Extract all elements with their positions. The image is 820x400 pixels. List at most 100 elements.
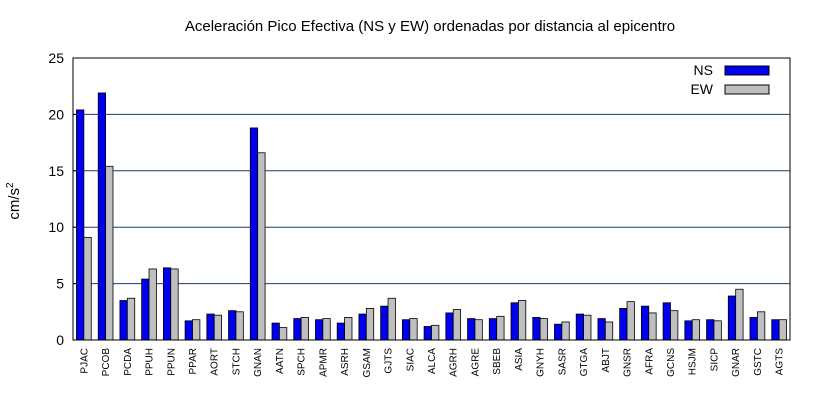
bar-ns-agrh xyxy=(445,312,454,341)
bar-ew-gnar xyxy=(735,288,744,341)
legend-swatch-ns xyxy=(724,65,770,76)
x-tick-label: GSTC xyxy=(753,348,764,376)
bar-ew-alca xyxy=(431,324,440,341)
bar-ew-ppuh xyxy=(148,268,157,341)
x-tick-label: AGRE xyxy=(470,348,481,377)
x-tick-label: ASRH xyxy=(340,348,351,376)
bar-ns-apmr xyxy=(315,319,324,341)
bar-ns-pcob xyxy=(97,92,106,341)
legend: NS EW xyxy=(690,62,770,97)
x-tick-label: PPUH xyxy=(145,348,156,376)
bar-ns-aort xyxy=(206,313,215,341)
bar-ns-pcda xyxy=(119,300,128,341)
bars xyxy=(76,92,787,341)
bar-ns-gnyh xyxy=(532,317,541,341)
bar-ew-agrh xyxy=(452,309,462,341)
x-tick-label: STCH xyxy=(231,348,242,375)
x-tick-label: ALCA xyxy=(427,348,438,374)
bar-ns-gtga xyxy=(575,313,584,341)
bar-ns-aatn xyxy=(271,322,280,341)
x-tick-label: AORT xyxy=(210,348,221,376)
bar-ns-gnsr xyxy=(619,308,628,341)
legend-label-ns: NS xyxy=(694,62,713,78)
bar-ns-siac xyxy=(401,319,411,341)
x-tick-label: SASR xyxy=(557,348,568,375)
x-tick-label: PCOB xyxy=(101,348,112,377)
bar-ew-aort xyxy=(213,314,223,341)
x-tick-label: GNSR xyxy=(623,348,634,377)
x-tick-label: AATN xyxy=(275,348,286,374)
x-tick-label: AGRH xyxy=(449,348,460,377)
bar-ns-ppar xyxy=(184,320,193,341)
x-tick-label: PCDA xyxy=(123,348,134,376)
bar-ns-spch xyxy=(293,318,302,341)
x-tick-label: HSJM xyxy=(688,348,699,375)
legend-swatch-ew xyxy=(724,84,770,95)
bar-ew-sbeb xyxy=(496,315,505,341)
bar-ns-alca xyxy=(423,326,432,341)
bar-ns-gjts xyxy=(380,305,389,341)
bar-ew-agts xyxy=(778,319,787,341)
bar-ew-hsjm xyxy=(691,319,701,341)
bar-ew-pcda xyxy=(126,297,136,341)
bar-ns-hsjm xyxy=(684,320,693,341)
bar-ew-stch xyxy=(235,311,244,341)
x-tick-labels: PJAC PCOB PCDA PPUH PPUN PPAR AORT STCH GNAN AATN… xyxy=(79,348,785,378)
x-tick-label: APMR xyxy=(318,348,329,377)
bar-ew-gtga xyxy=(583,314,592,341)
x-tick-label: SPCH xyxy=(297,348,308,376)
legend-label-ew: EW xyxy=(690,81,713,97)
bar-ns-sbeb xyxy=(488,318,498,341)
bar-ns-gnar xyxy=(727,295,737,341)
bar-ew-pcob xyxy=(105,165,114,341)
grid xyxy=(73,57,790,341)
y-axis-label: cm/s2 xyxy=(5,182,23,220)
y-axis-label-unit: cm/s xyxy=(6,188,23,220)
bar-ew-sicp xyxy=(713,320,722,341)
bar-ns-gcns xyxy=(662,302,671,341)
x-tick-label: GTGA xyxy=(579,348,590,377)
bar-ew-gcns xyxy=(670,310,679,341)
bar-ns-gnan xyxy=(249,127,259,341)
x-tick-label: GJTS xyxy=(384,348,395,374)
bar-ew-apmr xyxy=(322,318,331,341)
bar-ew-abjt xyxy=(604,321,614,341)
bar-ew-gnan xyxy=(257,152,266,341)
x-tick-label: GNAN xyxy=(253,348,264,377)
bar-ew-gsam xyxy=(365,308,375,341)
x-tick-label: GNYH xyxy=(536,348,547,377)
bar-ns-asrh xyxy=(336,322,345,341)
x-tick-label: GNAR xyxy=(731,348,742,377)
bar-ew-aatn xyxy=(279,327,288,341)
bar-ew-gstc xyxy=(757,311,766,341)
bar-ns-afra xyxy=(640,305,650,341)
bar-ns-sicp xyxy=(706,319,715,341)
chart-title: Aceleración Pico Efectiva (NS y EW) orde… xyxy=(185,18,675,35)
x-tick-label: SIAC xyxy=(405,348,416,371)
x-tick-label: PPUN xyxy=(166,348,177,376)
bar-ew-asrh xyxy=(344,317,353,341)
bar-ew-agre xyxy=(474,319,483,341)
x-tick-label: AFRA xyxy=(644,348,655,375)
y-axis-label-superscript: 2 xyxy=(5,182,16,188)
x-tick-label: GSAM xyxy=(362,348,373,377)
x-tick-label: ASIA xyxy=(514,348,525,371)
bar-ns-agre xyxy=(467,318,476,341)
x-tick-label: SBEB xyxy=(492,348,503,375)
plot-frame xyxy=(72,57,791,341)
bar-ns-ppun xyxy=(162,267,172,341)
bar-ew-siac xyxy=(409,318,418,341)
bar-ns-sasr xyxy=(554,323,563,341)
bar-ew-asia xyxy=(518,300,527,341)
y-tick-label: 10 xyxy=(48,219,64,235)
x-tick-label: SICP xyxy=(709,348,720,372)
bar-ew-afra xyxy=(648,312,657,341)
bar-ew-gjts xyxy=(387,297,396,341)
bar-ew-spch xyxy=(300,317,309,341)
y-tick-label: 20 xyxy=(48,106,64,122)
bar-ew-ppar xyxy=(192,319,201,341)
bar-ns-agts xyxy=(771,319,780,341)
y-tick-label: 25 xyxy=(48,50,64,66)
bar-ew-sasr xyxy=(561,321,570,341)
